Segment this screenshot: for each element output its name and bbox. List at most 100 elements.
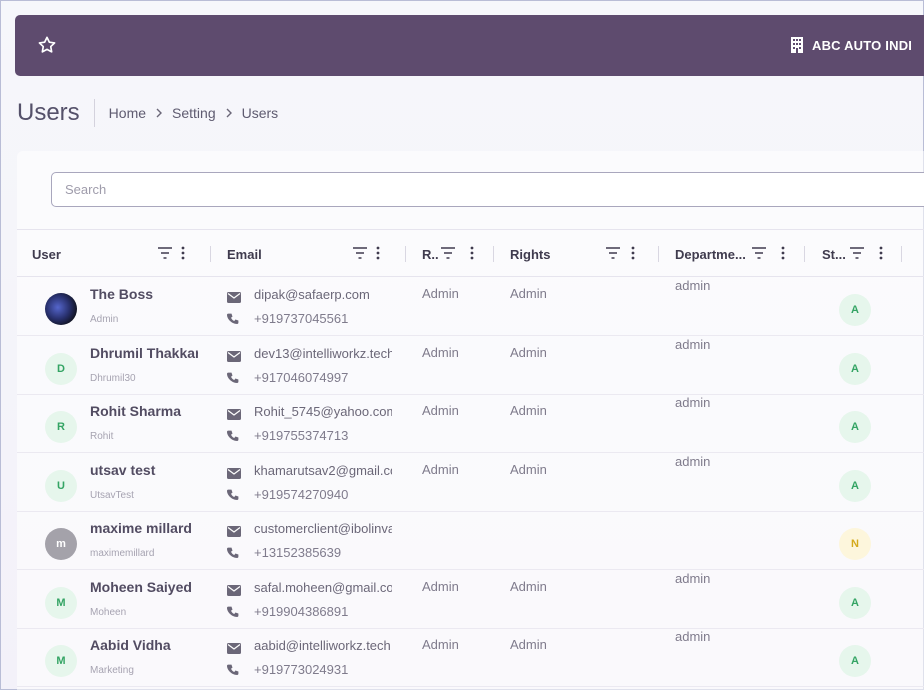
user-name[interactable]: Aabid Vidha [90,637,171,653]
table-row[interactable]: R Rohit Sharma Rohit Rohit_5745@yahoo.com +9… [17,395,924,453]
phone-icon [227,547,240,560]
avatar: m [45,528,77,560]
avatar [45,293,77,325]
column-header-email[interactable]: Email [227,230,262,278]
column-header-role[interactable]: R.. [422,230,439,278]
users-card: User Email R.. Rights Departme... [17,151,924,690]
user-phone: +919574270940 [254,486,349,502]
user-department: admin [675,453,711,469]
user-phone: +919773024931 [254,662,349,677]
user-role: Admin [422,286,459,301]
user-phone: +919755374713 [254,428,349,443]
table-row[interactable]: D Dhrumil Thakkar Dhrumil30 dev13@intelliwo… [17,337,924,395]
table-header: User Email R.. Rights Departme... [17,229,924,277]
column-separator[interactable] [658,246,659,262]
avatar: M [45,586,77,619]
breadcrumb: Home Setting Users [109,105,279,121]
mail-icon [227,290,241,303]
table-row[interactable]: M Aabid Vidha Marketing aabid@intelliworkz.… [17,629,924,687]
breadcrumb-users: Users [241,105,279,121]
avatar: D [45,352,77,385]
mail-icon [227,524,241,537]
column-menu-icon[interactable] [376,246,380,260]
company-selector[interactable]: ABC AUTO INDI [789,36,912,54]
user-rights: Admin [510,578,547,594]
column-separator[interactable] [405,246,406,262]
status-badge: A [839,469,871,502]
user-department: admin [675,570,711,586]
user-department: admin [675,395,711,410]
column-label: Email [227,246,262,262]
column-header-department[interactable]: Departme... [675,230,746,278]
user-rights: Admin [510,637,547,652]
breadcrumb-setting[interactable]: Setting [172,105,216,121]
column-label: R.. [422,246,439,262]
company-name: ABC AUTO INDI [812,37,913,53]
user-role: Admin [422,637,459,652]
user-phone: +13152385639 [254,545,342,560]
user-department: admin [675,629,711,644]
filter-icon[interactable] [606,247,620,259]
user-name[interactable]: Moheen Saiyed [90,578,192,595]
column-separator[interactable] [210,246,211,262]
title-divider [93,99,95,127]
user-name[interactable]: Rohit Sharma [90,403,182,419]
user-email: aabid@intelliworkz.tech [254,638,391,653]
status-badge: N [839,528,871,560]
user-login: Marketing [90,665,134,676]
column-header-status[interactable]: St... [822,230,846,278]
search-input[interactable] [51,172,924,207]
column-header-user[interactable]: User [32,230,61,278]
column-menu-icon[interactable] [879,246,883,260]
filter-icon[interactable] [353,247,367,259]
user-login: Dhrumil30 [90,372,136,384]
column-menu-icon[interactable] [781,246,785,260]
column-menu-icon[interactable] [631,246,635,260]
column-menu-icon[interactable] [181,246,185,260]
mail-icon [227,641,241,654]
status-badge: A [839,294,871,326]
status-badge: A [839,586,871,619]
user-rights: Admin [510,461,547,477]
user-email: Rohit_5745@yahoo.com [254,404,392,419]
column-separator[interactable] [804,246,805,262]
column-menu-icon[interactable] [470,246,474,260]
user-email: safal.moheen@gmail.com [254,579,392,595]
column-label: User [32,246,61,262]
favorite-star-icon[interactable] [37,35,57,55]
filter-icon[interactable] [752,247,766,259]
top-bar: ABC AUTO INDI [15,15,924,76]
mail-icon [227,583,241,596]
user-email: khamarutsav2@gmail.com [254,462,392,478]
column-separator[interactable] [901,246,902,262]
mail-icon [227,466,241,479]
user-role: Admin [422,578,459,594]
phone-icon [227,430,240,443]
phone-icon [227,313,240,326]
user-email: customerclient@ibolinva.com [254,521,392,536]
filter-icon[interactable] [158,247,172,259]
column-separator[interactable] [493,246,494,262]
user-login: UtsavTest [90,489,134,501]
column-label: Rights [510,246,551,262]
user-login: Admin [90,314,119,325]
user-rights: Admin [510,286,547,301]
user-role: Admin [422,403,459,418]
phone-icon [227,606,240,619]
filter-icon[interactable] [441,247,455,259]
filter-icon[interactable] [850,247,864,259]
user-name[interactable]: The Boss [90,286,154,302]
breadcrumb-home[interactable]: Home [108,105,147,121]
table-row[interactable]: m maxime millard maximemillard customerclie… [17,512,924,570]
phone-icon [227,489,240,502]
user-name[interactable]: utsav test [90,461,156,478]
page-header: Users Home Setting Users [17,99,278,127]
avatar: R [45,411,77,443]
table-row[interactable]: The Boss Admin dipak@safaerp.com +919737045… [17,278,924,336]
column-header-rights[interactable]: Rights [510,230,550,278]
user-name[interactable]: Dhrumil Thakkar [90,344,198,361]
user-name[interactable]: maxime millard [90,520,192,536]
table-row[interactable]: M Moheen Saiyed Moheen safal.moheen@gmail.c… [17,571,924,629]
mail-icon [227,407,241,420]
